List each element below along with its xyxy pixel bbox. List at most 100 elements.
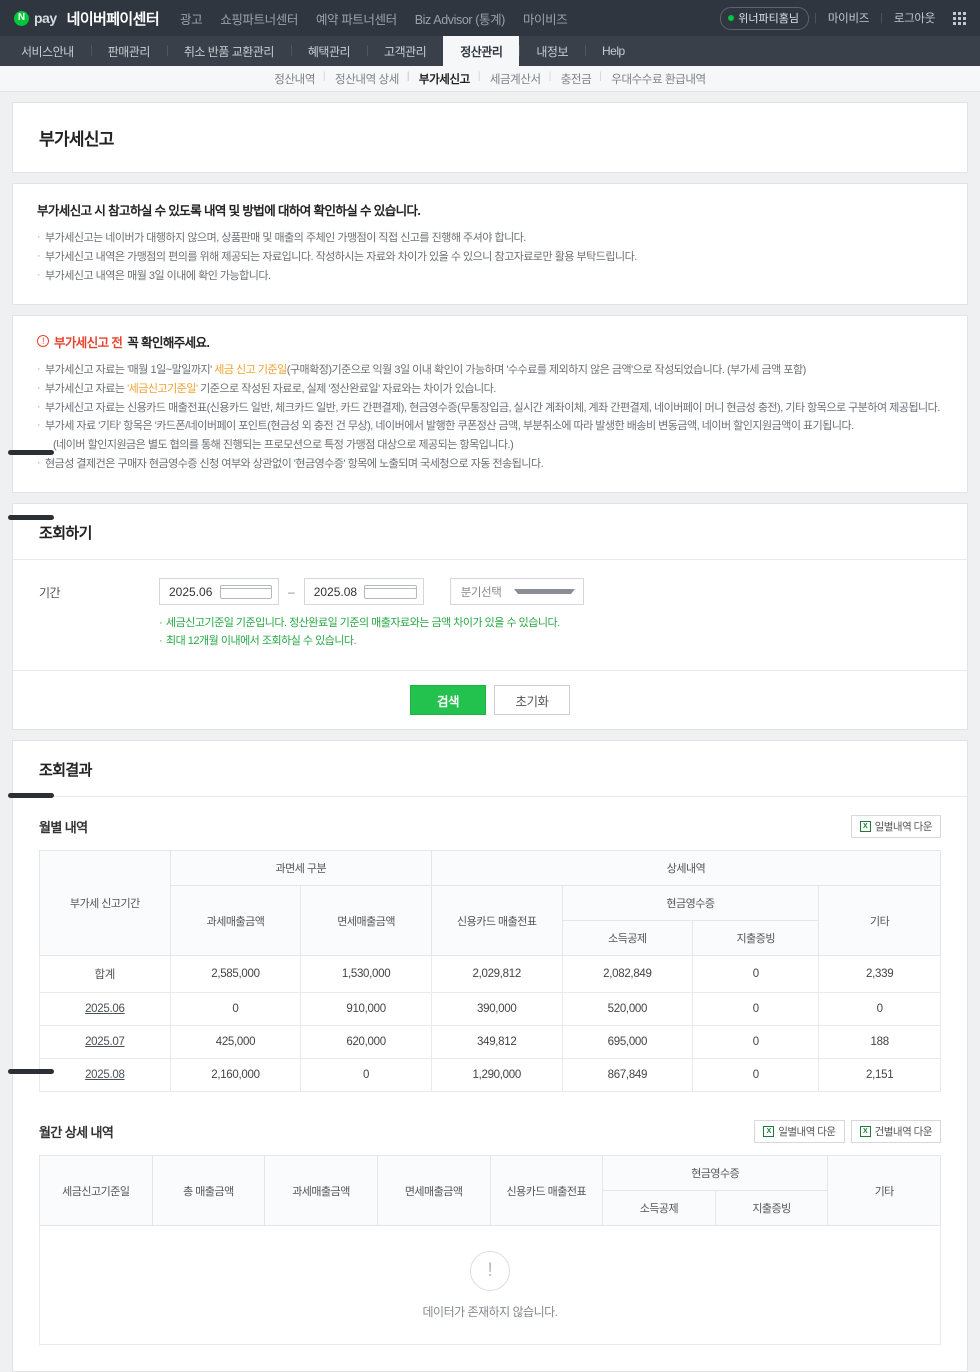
- col-total-sales: 총 매출금액: [151, 1155, 266, 1227]
- col-period: 부가세 신고기간: [39, 850, 171, 957]
- nav-item-benefit-management[interactable]: 혜택관리: [290, 36, 367, 66]
- monthly-subheader-row-1: 과세매출금액 면세매출금액 신용카드 매출전표 현금영수증 기타: [40, 885, 941, 957]
- gnb-item-ad[interactable]: 광고: [180, 12, 203, 27]
- gnb-item-mybiz[interactable]: 마이비즈: [522, 12, 568, 27]
- period-label: 기간: [39, 586, 61, 601]
- month-link[interactable]: 2025.06: [85, 1003, 125, 1016]
- edge-annotation-mark: [8, 450, 54, 455]
- subnav-item-fee-refund[interactable]: 우대수수료 환급내역: [599, 71, 715, 87]
- empty-state: ! 데이터가 존재하지 않습니다.: [40, 1226, 940, 1345]
- search-hint: 최대 12개월 이내에서 조회하실 수 있습니다.: [159, 632, 941, 650]
- cell-value: 867,849: [561, 1058, 694, 1093]
- calendar-icon[interactable]: [364, 584, 417, 599]
- gnb-item-shopping-partner[interactable]: 쇼핑파트너센터: [220, 12, 298, 27]
- gnb-item-reservation-partner[interactable]: 예약 파트너센터: [315, 12, 397, 27]
- col-income-deduction: 소득공제: [561, 920, 694, 957]
- cell-value: 0: [692, 1025, 820, 1060]
- pay-logo-text: pay: [34, 10, 57, 26]
- brand-title: 네이버페이센터: [66, 10, 160, 28]
- cell-period[interactable]: 2025.06: [39, 992, 171, 1027]
- cell-value: 1,290,000: [430, 1058, 563, 1093]
- sub-nav: 정산내역 정산내역 상세 부가세신고 세금계산서 충전금 우대수수료 환급내역: [0, 66, 980, 92]
- nav-item-customer-management[interactable]: 고객관리: [367, 36, 443, 66]
- month-link[interactable]: 2025.07: [85, 1036, 125, 1049]
- result-section-title: 조회결과: [13, 741, 967, 798]
- subnav-item-vat-report[interactable]: 부가세신고: [407, 71, 480, 87]
- info-notice-item: 부가세신고는 네이버가 대행하지 않으며, 상품판매 및 매출의 주체인 가맹점…: [37, 228, 943, 248]
- col-expense-proof: 지출증빙: [692, 920, 820, 957]
- search-button[interactable]: 검색: [410, 685, 486, 716]
- exclamation-circle-icon: !: [470, 1250, 510, 1291]
- warning-notice-title: ! 부가세신고 전 꼭 확인해주세요.: [37, 332, 943, 351]
- mybiz-link[interactable]: 마이비즈: [827, 13, 870, 25]
- subnav-item-charge[interactable]: 충전금: [549, 71, 602, 87]
- download-daily-button[interactable]: X 일별내역 다운: [850, 815, 941, 839]
- col-taxable-sales: 과세매출금액: [264, 1155, 378, 1227]
- subnav-item-settlement-detail[interactable]: 정산내역 상세: [323, 71, 409, 87]
- cell-value: 2,029,812: [430, 955, 563, 994]
- monthly-subheader-row-2: 소득공제 지출증빙: [40, 920, 941, 957]
- notice-text: 기준으로 작성된 자료로, 실제 '정산완료일' 자료와는 차이가 있습니다.: [197, 382, 496, 395]
- divider: |: [814, 12, 817, 24]
- cell-value: 188: [818, 1025, 941, 1060]
- excel-icon: X: [859, 821, 871, 833]
- cell-value: 2,585,000: [169, 955, 302, 994]
- notice-text: 부가세신고 자료는 신용카드 매출전표(신용카드 일반, 체크카드 일반, 카드…: [45, 401, 940, 414]
- download-per-case-button[interactable]: X 건별내역 다운: [850, 1120, 941, 1144]
- edge-annotation-mark: [8, 793, 54, 798]
- notice-text: 부가세신고 자료는 '매월 1일~말일까지': [45, 363, 215, 376]
- date-to-input[interactable]: 2025.08: [303, 578, 424, 606]
- main-nav: 서비스안내 판매관리 취소 반품 교환관리 혜택관리 고객관리 정산관리 내정보…: [0, 36, 980, 66]
- logout-link[interactable]: 로그아웃: [893, 13, 935, 25]
- empty-state-text: 데이터가 존재하지 않습니다.: [422, 1304, 558, 1319]
- cell-value: 0: [692, 955, 820, 994]
- nav-item-sales-management[interactable]: 판매관리: [90, 36, 167, 66]
- highlighted-term: 세금 신고 기준일: [214, 363, 287, 376]
- quarter-select-value: 분기선택: [460, 586, 502, 599]
- info-notice-title: 부가세신고 시 참고하실 수 있도록 내역 및 방법에 대하여 확인하실 수 있…: [37, 204, 421, 218]
- quarter-select[interactable]: 분기선택: [449, 578, 584, 606]
- excel-icon: X: [859, 1126, 871, 1138]
- monthly-group-header-row: 부가세 신고기간 과면세 구분 상세내역: [39, 850, 942, 957]
- group-detail: 상세내역: [430, 850, 942, 887]
- monthly-table-head: 부가세 신고기간 과면세 구분 상세내역 과세매출금액 면세매출금액 신용카드 …: [39, 850, 942, 957]
- gnb-item-biz-advisor[interactable]: Biz Advisor (통계): [414, 12, 506, 27]
- user-chip[interactable]: 위너파티홈님: [720, 6, 810, 30]
- cell-value: 520,000: [561, 992, 694, 1027]
- apps-grid-icon[interactable]: [953, 11, 966, 25]
- warning-notice-item: (네이버 할인지원금은 별도 협의를 통해 진행되는 프로모션으로 특정 가맹점…: [37, 436, 943, 455]
- cell-value: 349,812: [430, 1025, 563, 1060]
- warning-notice-item: 부가세신고 자료는 '매월 1일~말일까지' 세금 신고 기준일(구매확정)기준…: [37, 360, 943, 380]
- col-etc: 기타: [827, 1155, 941, 1227]
- cell-value: 390,000: [430, 992, 563, 1027]
- col-taxfree-sales: 면세매출금액: [376, 1155, 491, 1227]
- subnav-item-settlement-list[interactable]: 정산내역: [274, 73, 316, 86]
- month-link[interactable]: 2025.08: [85, 1069, 125, 1082]
- date-from-input[interactable]: 2025.06: [159, 578, 279, 606]
- warning-notice-card: ! 부가세신고 전 꼭 확인해주세요. 부가세신고 자료는 '매월 1일~말일까…: [12, 314, 968, 494]
- download-daily-button-2[interactable]: X 일별내역 다운: [754, 1120, 845, 1144]
- cell-value: 2,151: [818, 1058, 941, 1093]
- status-dot-icon: [728, 14, 735, 21]
- gnb-right-group: 위너파티홈님 | 마이비즈 | 로그아웃: [720, 6, 966, 30]
- page-body: 부가세신고 부가세신고 시 참고하실 수 있도록 내역 및 방법에 대하여 확인…: [0, 92, 980, 1372]
- notice-text: (구매확정)기준으로 익월 3일 이내 확인이 가능하며 '수수료를 제외하지 …: [286, 363, 807, 376]
- subnav-item-tax-invoice[interactable]: 세금계산서: [478, 71, 551, 87]
- cell-value: 0: [692, 992, 820, 1027]
- table-row: 2025.06 0 910,000 390,000 520,000 0 0: [39, 992, 941, 1027]
- cell-value: 2,339: [818, 955, 941, 994]
- nav-item-service-guide[interactable]: 서비스안내: [21, 44, 74, 59]
- calendar-icon[interactable]: [219, 584, 272, 599]
- logo[interactable]: N pay: [14, 10, 57, 26]
- nav-item-settlement-management[interactable]: 정산관리: [443, 36, 520, 66]
- nav-item-help[interactable]: Help: [585, 36, 642, 66]
- cell-value: 695,000: [561, 1025, 694, 1060]
- nav-item-cancel-return-exchange[interactable]: 취소 반품 교환관리: [166, 36, 291, 66]
- cell-period[interactable]: 2025.07: [39, 1025, 171, 1060]
- search-hint: 세금신고기준일 기준입니다. 정산완료일 기준의 매출자료와는 금액 차이가 있…: [159, 614, 941, 632]
- reset-button[interactable]: 초기화: [494, 685, 570, 716]
- nav-item-my-info[interactable]: 내정보: [519, 36, 585, 66]
- warning-notice-item: 부가세신고 자료는 '세금신고기준일' 기준으로 작성된 자료로, 실제 '정산…: [37, 379, 943, 399]
- exclamation-circle-icon: !: [37, 335, 49, 348]
- cell-period[interactable]: 2025.08: [39, 1058, 171, 1093]
